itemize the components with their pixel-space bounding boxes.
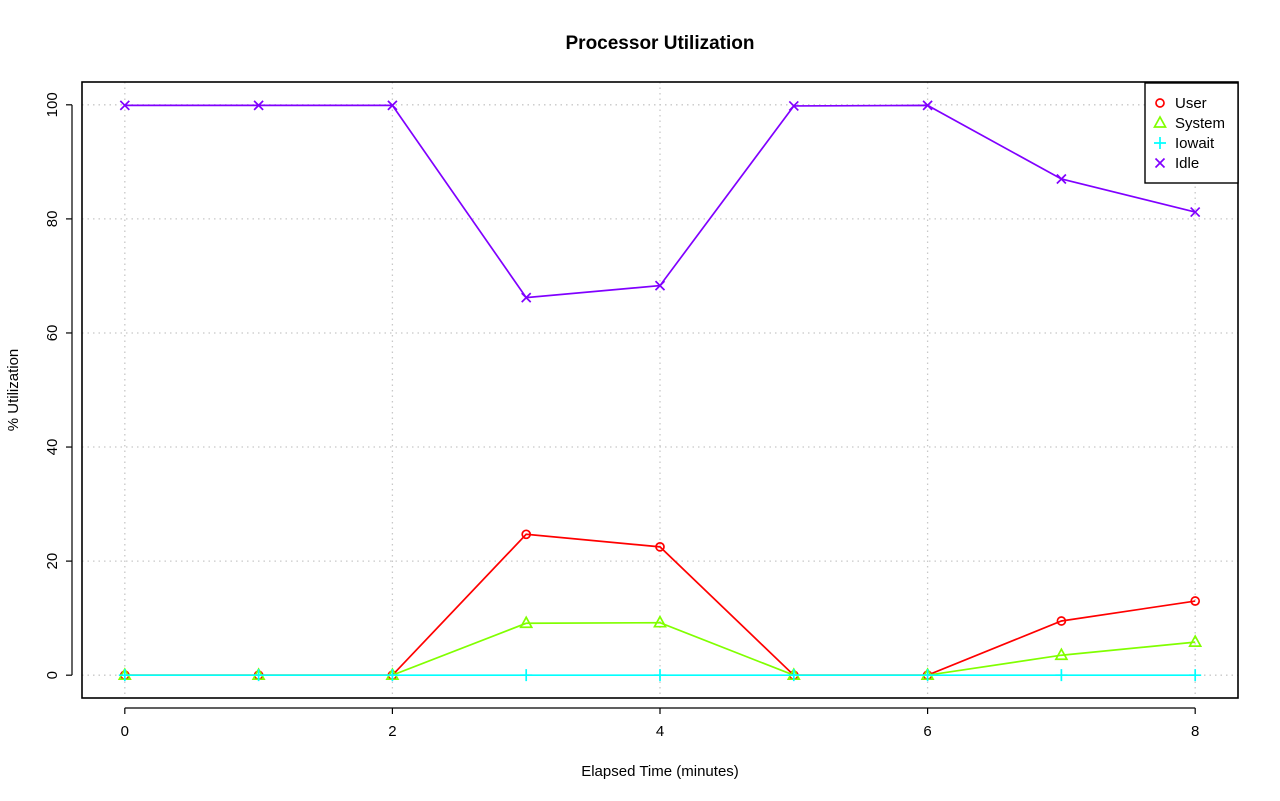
data-point-user bbox=[521, 529, 532, 540]
data-point-idle bbox=[654, 280, 666, 291]
data-point-user bbox=[1056, 616, 1067, 626]
series-idle bbox=[119, 100, 1201, 303]
x-tick-label: 6 bbox=[923, 723, 931, 740]
y-tick-label: 80 bbox=[44, 211, 61, 228]
legend-marker-system bbox=[1153, 115, 1167, 128]
data-point-iowait bbox=[787, 669, 800, 682]
data-point-system bbox=[1054, 647, 1069, 661]
data-point-idle bbox=[253, 100, 264, 111]
data-point-iowait bbox=[1189, 669, 1202, 682]
data-point-iowait bbox=[921, 669, 934, 682]
legend-marker-iowait bbox=[1154, 137, 1166, 149]
y-tick-label: 0 bbox=[44, 671, 61, 679]
x-axis-label: Elapsed Time (minutes) bbox=[581, 763, 739, 780]
data-point-idle bbox=[922, 100, 933, 111]
data-point-iowait bbox=[654, 669, 666, 682]
data-point-user bbox=[655, 542, 665, 552]
x-tick-label: 0 bbox=[121, 723, 129, 740]
data-point-idle bbox=[387, 100, 398, 111]
legend-marker-user bbox=[1155, 98, 1165, 108]
plot-frame bbox=[81, 81, 1239, 699]
plot-series bbox=[117, 100, 1203, 682]
y-tick-label: 40 bbox=[44, 439, 61, 456]
data-point-idle bbox=[119, 100, 130, 111]
legend: User System Iowait Idle bbox=[1144, 82, 1239, 184]
data-point-iowait bbox=[520, 669, 533, 682]
data-point-idle bbox=[1190, 206, 1201, 218]
data-point-idle bbox=[521, 292, 532, 303]
legend-label-iowait: Iowait bbox=[1175, 135, 1215, 152]
grid bbox=[82, 82, 1238, 698]
y-tick-label: 20 bbox=[44, 553, 61, 570]
data-point-system bbox=[519, 615, 534, 629]
data-point-idle bbox=[1056, 173, 1067, 185]
data-point-iowait bbox=[386, 669, 399, 682]
data-point-iowait bbox=[1055, 669, 1068, 682]
legend-marker-idle bbox=[1154, 157, 1166, 169]
x-tick-label: 2 bbox=[388, 723, 396, 740]
legend-label-user: User bbox=[1175, 95, 1207, 112]
data-point-system bbox=[653, 614, 667, 628]
data-point-system bbox=[1188, 634, 1203, 647]
data-point-user bbox=[1190, 596, 1201, 606]
legend-label-system: System bbox=[1175, 115, 1225, 132]
data-point-idle bbox=[788, 100, 799, 112]
chart-title: Processor Utilization bbox=[566, 33, 755, 54]
data-point-iowait bbox=[252, 669, 265, 682]
x-tick-label: 8 bbox=[1191, 723, 1199, 740]
data-point-iowait bbox=[118, 669, 131, 682]
x-tick-label: 4 bbox=[656, 723, 664, 740]
legend-label-idle: Idle bbox=[1175, 155, 1199, 172]
y-tick-label: 60 bbox=[44, 325, 61, 342]
series-iowait bbox=[118, 669, 1202, 682]
series-line-idle bbox=[124, 104, 1196, 299]
y-axis-label: % Utilization bbox=[5, 349, 22, 432]
y-tick-label: 100 bbox=[44, 92, 61, 117]
